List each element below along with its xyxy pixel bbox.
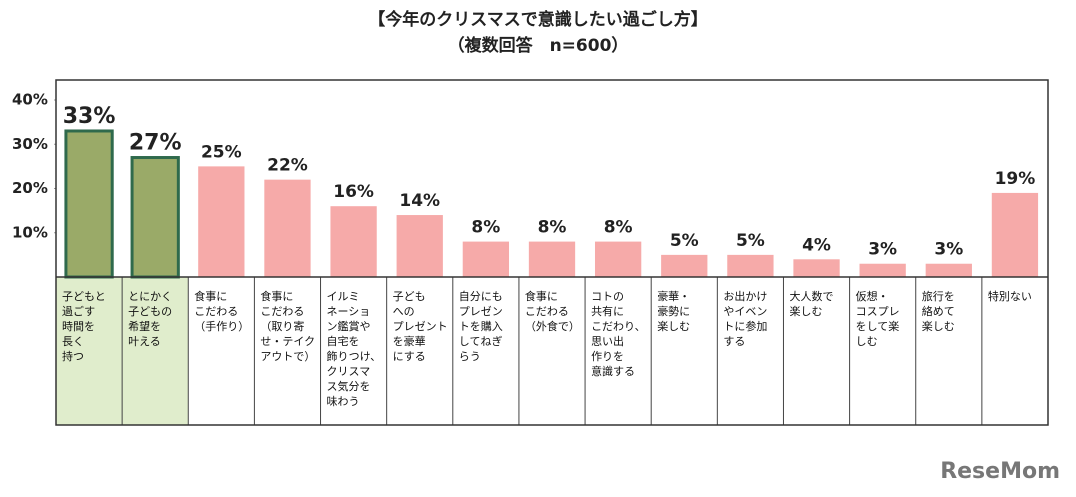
value-label: 33% [63,104,116,129]
watermark: ReseMom [940,459,1060,484]
bar [64,129,114,279]
value-label: 8% [471,218,500,238]
bar [528,241,576,277]
x-tick-label: コトの 共有に こだわり、 思い出 作りを 意識する [591,290,646,378]
x-tick-label: とにかく 子どもの 希望を 叶える [128,290,173,348]
x-tick-label: 自分にも プレゼン トを購入 してねぎ らう [458,290,503,363]
bar [264,179,311,277]
bar [925,263,972,277]
highlight-cell [122,277,189,425]
chart-title: 【今年のクリスマスで意識したい過ごし方】 [368,9,708,30]
value-label: 16% [333,182,374,202]
chart-subtitle: （複数回答 n=600） [448,35,629,56]
value-label: 4% [802,235,831,255]
value-label: 3% [868,240,897,260]
bar [330,206,377,277]
bar [727,254,774,277]
value-label: 3% [934,240,963,260]
value-label: 5% [736,231,765,251]
y-tick-label: 30% [12,135,48,153]
value-label: 8% [538,218,567,238]
value-label: 14% [399,191,440,211]
highlight-cell [56,277,123,425]
x-tick-label: 仮想・ コスプレ をして楽 しむ [855,290,900,348]
bar [396,215,443,277]
x-tick-label: 食事に こだわる （外食で） [524,290,580,333]
x-tick-label: 食事に こだわる （手作り） [194,290,250,333]
value-label: 5% [670,231,699,251]
value-label: 22% [267,156,308,176]
bar [130,156,180,279]
y-tick-label: 20% [12,179,48,197]
x-tick-label: 特別ない [987,290,1032,303]
y-tick-label: 40% [12,91,48,109]
bar [859,263,906,277]
x-tick-label: 旅行を 絡めて 楽しむ [921,290,955,333]
bar [198,166,245,277]
bar [594,241,642,277]
bar [661,254,708,277]
x-tick-label: 大人数で 楽しむ [789,290,834,318]
x-tick-label: 子ども への プレゼント を豪華 にする [392,290,448,363]
x-tick-label: 子どもと 過ごす 時間を 長く 持つ [62,290,106,363]
x-tick-label: お出かけ やイベン トに参加 する [723,290,768,348]
value-label: 8% [604,218,633,238]
x-tick-label: 食事に こだわる （取り寄 せ・テイク アウトで） [260,290,316,363]
x-tick-label: 豪華・ 豪勢に 楽しむ [657,290,691,333]
x-tick-label: イルミ ネーショ ン鑑賞や 自宅を 飾りつけ、 クリスマ ス気分を 味わう [326,290,382,408]
bar [462,241,510,277]
value-label: 27% [129,131,182,156]
value-label: 19% [995,169,1036,189]
value-label: 25% [201,142,242,162]
bar [793,259,840,277]
bar [991,192,1039,277]
frame [55,79,1049,426]
y-tick-label: 10% [12,223,48,241]
